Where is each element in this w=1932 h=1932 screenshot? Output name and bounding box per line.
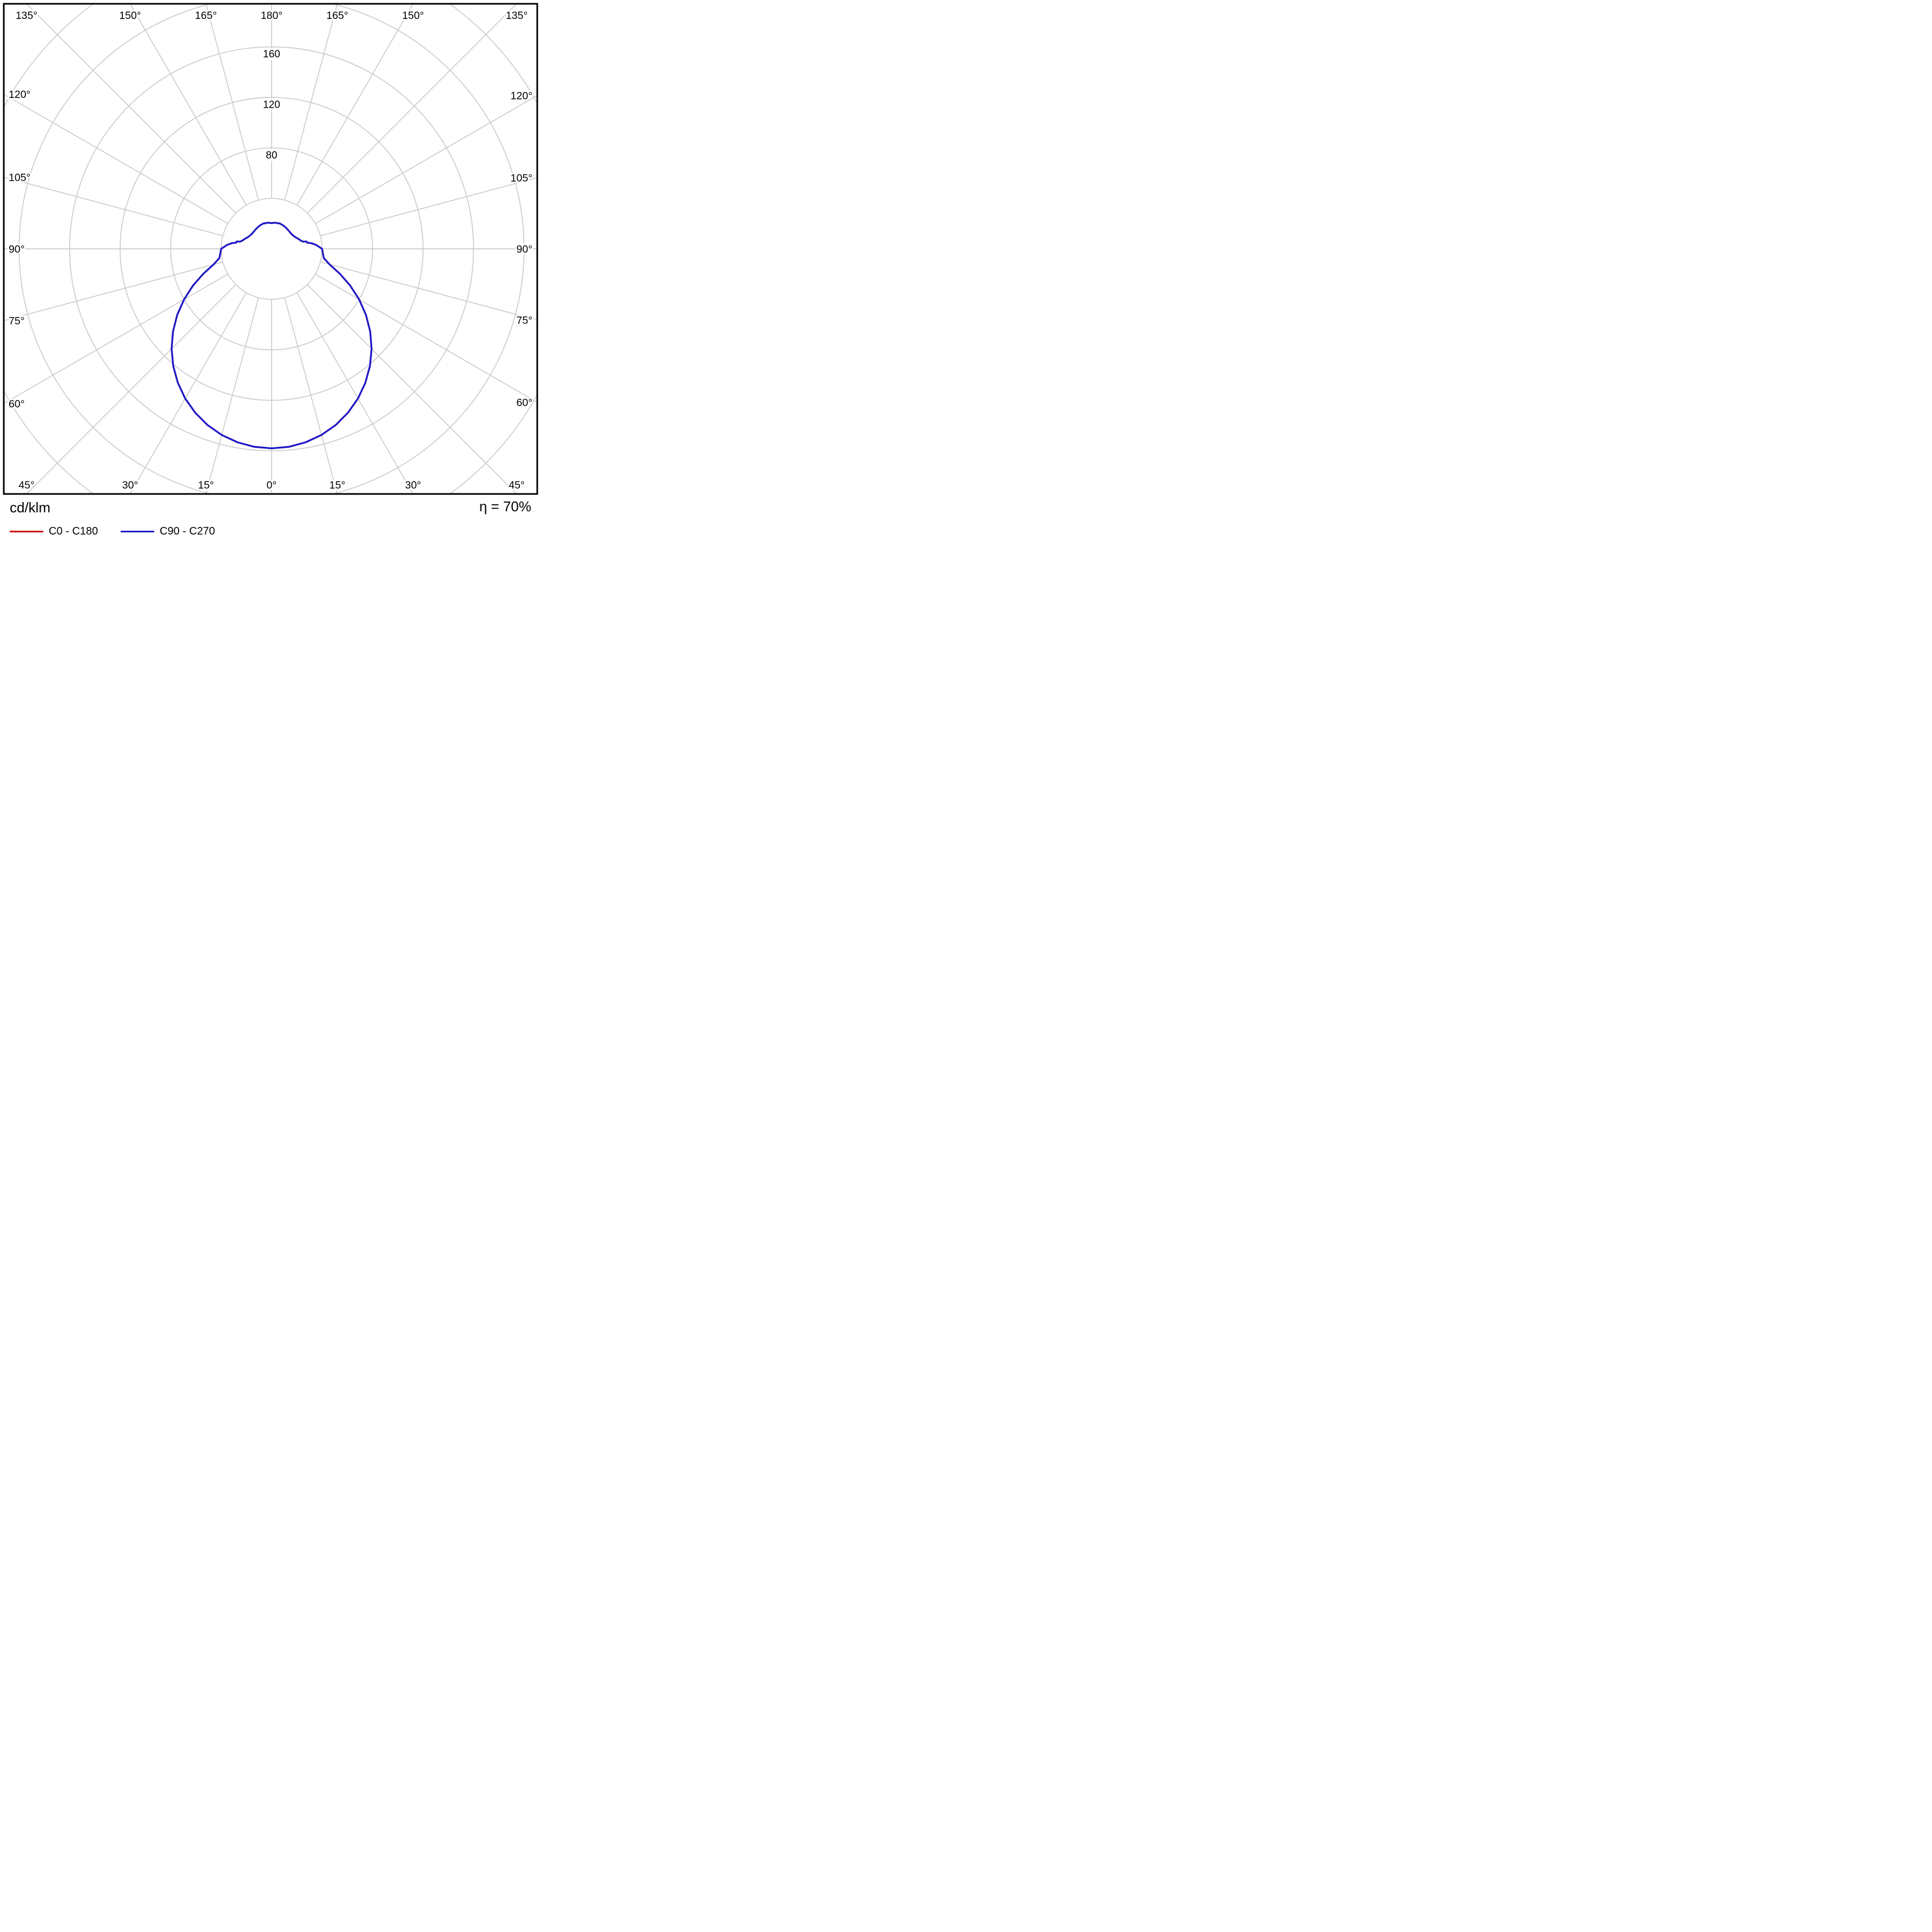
plot-border <box>3 3 538 495</box>
grid-spoke-315 <box>27 284 236 493</box>
grid-spoke-210 <box>130 4 247 206</box>
ring-label-120: 120 <box>263 100 280 111</box>
grid-spoke-345 <box>206 297 259 493</box>
angle-label-75-mirror: 75° <box>9 315 25 327</box>
angle-label-150-mirror: 150° <box>119 10 141 22</box>
grid-spoke-300 <box>4 273 228 404</box>
angle-label-180: 180° <box>261 10 282 22</box>
grid-spoke-195 <box>206 4 259 201</box>
grid-spoke-15 <box>284 297 338 493</box>
ring-label-160: 160 <box>263 49 280 60</box>
angle-label-0: 0° <box>267 479 277 491</box>
legend-line-c0-c180 <box>10 530 43 532</box>
angle-label-150: 150° <box>402 10 424 22</box>
legend-label-c90-c270: C90 - C270 <box>160 525 215 537</box>
grid-spoke-255 <box>4 176 223 236</box>
units-label: cd/klm <box>10 499 51 516</box>
grid-spoke-330 <box>130 292 247 493</box>
grid-spoke-240 <box>4 94 228 225</box>
grid-spoke-135 <box>307 4 517 214</box>
grid-ring-40 <box>220 197 323 300</box>
angle-label-90-mirror: 90° <box>9 243 25 255</box>
angle-label-165-mirror: 165° <box>195 10 216 22</box>
legend-item-c0-c180: C0 - C180 <box>10 525 98 538</box>
grid-spoke-60 <box>315 273 537 403</box>
angle-label-135-mirror: 135° <box>16 10 37 22</box>
photometric-polar-diagram: 80 120 160 0° 15° 15° 30° 30° 45° 45° 60° 60° 75° 75°… <box>0 0 541 541</box>
legend-label-c0-c180: C0 - C180 <box>49 525 98 537</box>
legend-item-c90-c270: C90 - C270 <box>121 525 215 538</box>
angle-label-15: 15° <box>329 479 346 491</box>
angle-label-30-mirror: 30° <box>122 479 139 491</box>
polar-chart: 80 120 160 0° 15° 15° 30° 30° 45° 45° 60° 60° 75° 75°… <box>3 3 538 495</box>
angle-label-105: 105° <box>511 172 532 184</box>
grid-spoke-150 <box>296 4 413 206</box>
angle-label-60-mirror: 60° <box>9 398 25 410</box>
angle-label-60: 60° <box>517 397 533 409</box>
legend: C0 - C180 C90 - C270 <box>10 525 215 538</box>
efficiency-label: η = 70% <box>479 498 531 515</box>
grid-spoke-75 <box>320 261 537 321</box>
angle-label-15-mirror: 15° <box>198 479 214 491</box>
angle-label-105-mirror: 105° <box>9 172 30 183</box>
ring-label-bg-120 <box>258 98 285 111</box>
angle-label-45-mirror: 45° <box>18 479 35 491</box>
ring-label-bg-160 <box>258 48 285 60</box>
angle-label-135: 135° <box>506 10 527 22</box>
angle-label-120-mirror: 120° <box>9 89 30 101</box>
grid-spoke-105 <box>320 177 537 236</box>
grid-spoke-225 <box>27 4 236 214</box>
grid-spoke-45 <box>307 284 517 493</box>
ring-label-bg-80 <box>258 149 285 161</box>
polar-grid <box>4 4 537 493</box>
grid-spoke-30 <box>296 292 413 493</box>
angle-label-30: 30° <box>405 479 421 491</box>
ring-label-80: 80 <box>266 150 277 161</box>
grid-spoke-120 <box>315 95 537 225</box>
grid-spoke-285 <box>4 261 223 321</box>
legend-line-c90-c270 <box>121 530 155 532</box>
angle-label-120: 120° <box>511 90 532 102</box>
angle-label-90: 90° <box>517 243 533 255</box>
angle-label-45: 45° <box>509 479 525 491</box>
angle-label-75: 75° <box>517 315 533 327</box>
curve-C90-C270 <box>170 222 373 450</box>
grid-spoke-165 <box>284 4 338 201</box>
angle-label-165: 165° <box>326 10 348 22</box>
